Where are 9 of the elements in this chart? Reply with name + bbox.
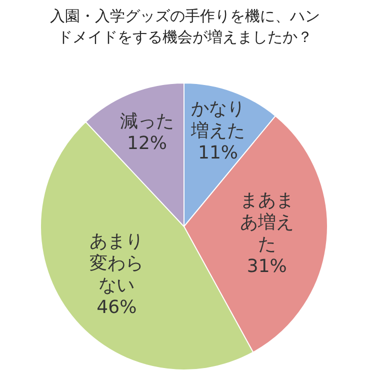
slice-label: まあまあ増えた (240, 190, 294, 256)
data-label: 11% (198, 142, 238, 164)
data-label: 46% (96, 297, 137, 318)
data-label: 12% (127, 132, 168, 154)
data-label: 31% (246, 256, 287, 278)
slice-label: あまり変わらない (90, 231, 144, 296)
chart-title: 入園・入学グッズの手作りを機に、ハンドメイドをする機会が増えましたか？ (50, 6, 320, 48)
slice-label: かなり増えた (190, 98, 246, 142)
slice-label: 減った (120, 110, 174, 132)
